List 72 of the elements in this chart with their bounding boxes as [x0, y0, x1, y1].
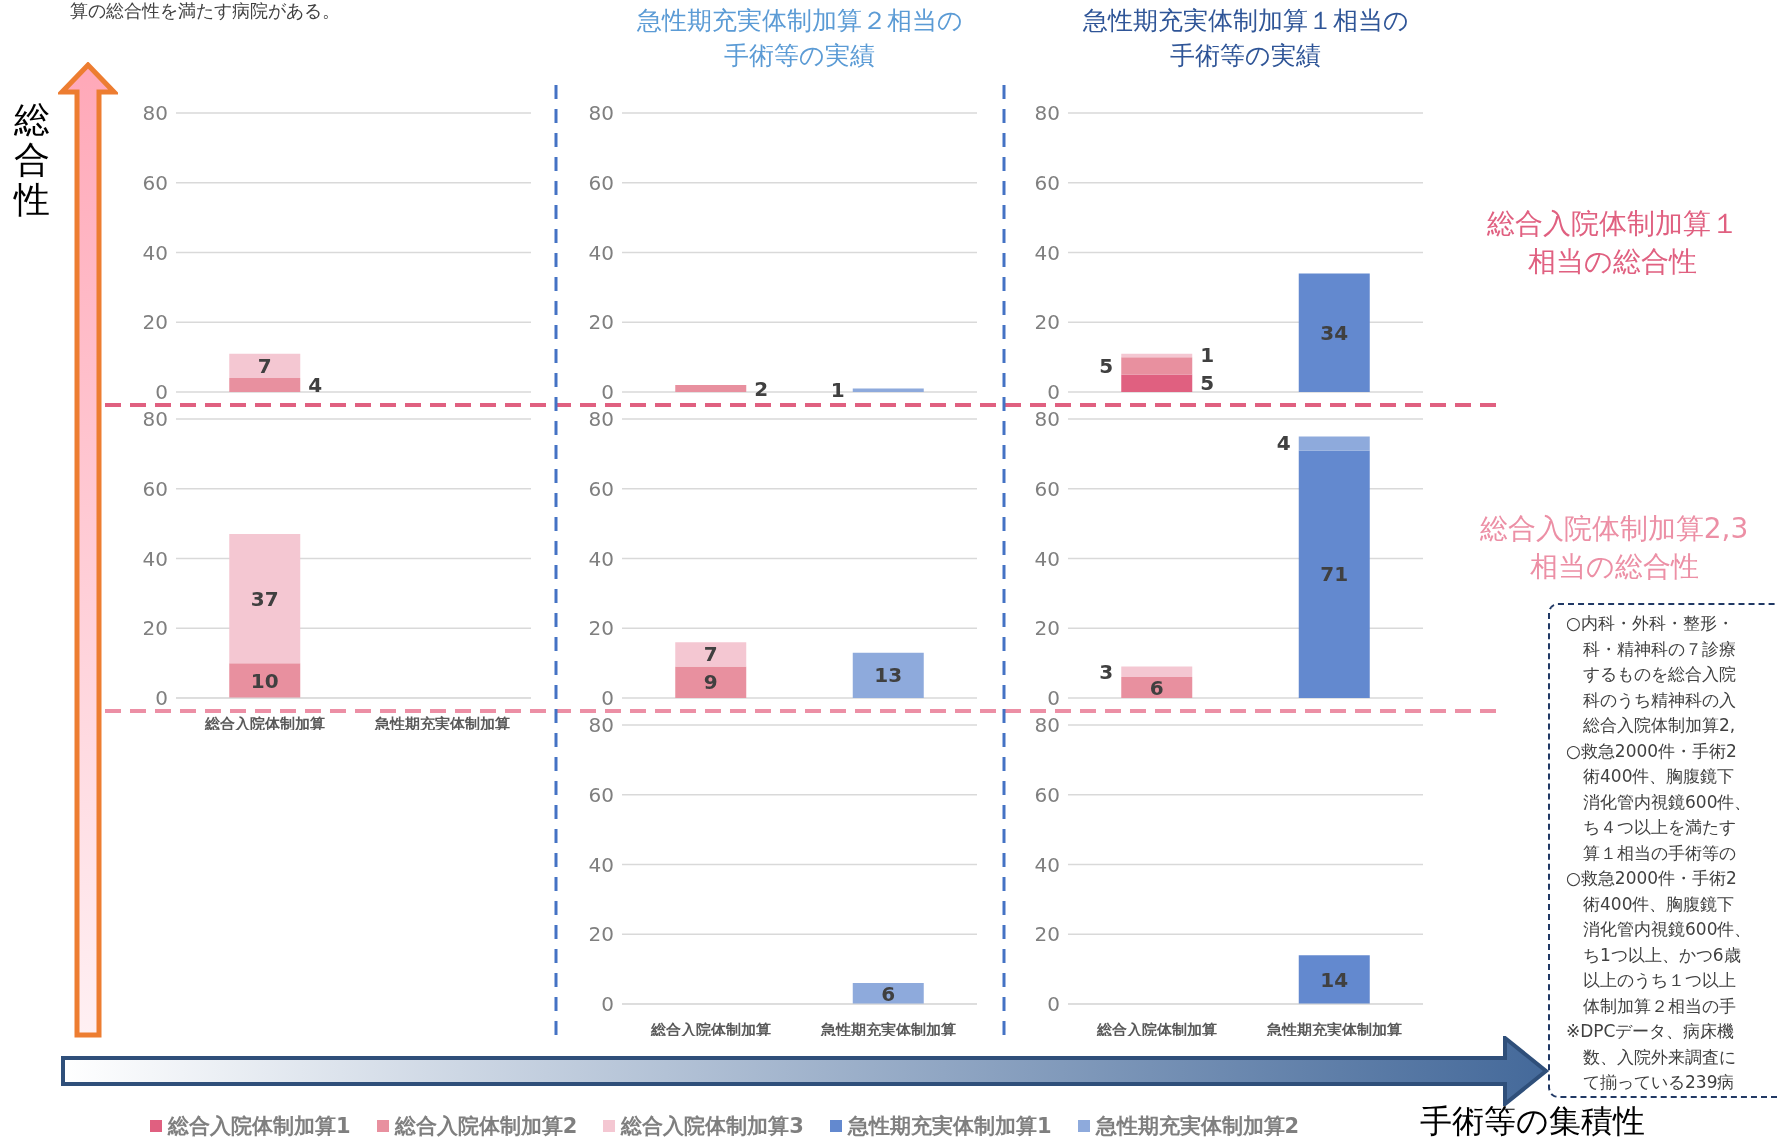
text: 手術等の集積性: [1420, 1101, 1645, 1142]
y-tick-label: 60: [1034, 782, 1060, 807]
y-tick-label: 0: [155, 380, 168, 405]
data-label: 14: [1320, 967, 1349, 992]
legend-label: 総合入院体制加算3: [621, 1113, 804, 1140]
y-tick-label: 0: [1047, 992, 1060, 1017]
legend-label: 急性期充実体制加算1: [847, 1113, 1052, 1140]
text: 総合性: [14, 99, 51, 220]
text: 総合入院体制加算2,3相当の総合性: [1478, 511, 1750, 585]
y-tick-label: 60: [588, 170, 614, 195]
y-tick-label: 60: [142, 476, 168, 501]
chart-title: 急性期充実体制加算１相当の手術等の実績: [1081, 5, 1410, 72]
data-label: 6: [881, 981, 896, 1006]
data-label: 6: [1149, 675, 1164, 700]
y-tick-label: 60: [588, 476, 614, 501]
y-tick-label: 60: [142, 170, 168, 195]
y-tick-label: 40: [588, 852, 614, 877]
data-label: 34: [1320, 320, 1349, 345]
y-tick-label: 20: [1034, 310, 1060, 335]
y-tick-label: 0: [155, 686, 168, 711]
data-label: 7: [257, 353, 272, 378]
y-tick-label: 60: [1034, 476, 1060, 501]
y-tick-label: 0: [601, 686, 614, 711]
y-tick-label: 20: [588, 922, 614, 947]
y-tick-label: 40: [1034, 240, 1060, 265]
data-label: 9: [703, 670, 718, 695]
data-label: 7: [703, 642, 718, 667]
data-label: 4: [1276, 431, 1291, 456]
legend-label: 総合入院体制加算1: [168, 1113, 351, 1140]
y-tick-label: 0: [601, 380, 614, 405]
y-tick-label: 20: [142, 616, 168, 641]
text: 総合入院体制加算１相当の総合性: [1485, 206, 1740, 280]
data-label: 10: [250, 668, 279, 693]
y-tick-label: 80: [1034, 713, 1060, 738]
y-tick-label: 80: [588, 407, 614, 432]
y-tick-label: 20: [1034, 616, 1060, 641]
data-label: 1: [1200, 343, 1215, 368]
data-label: 37: [250, 586, 279, 611]
y-tick-label: 80: [142, 407, 168, 432]
data-label: 2: [754, 376, 769, 401]
data-label: 13: [874, 663, 903, 688]
y-tick-label: 40: [142, 546, 168, 571]
y-tick-label: 80: [1034, 101, 1060, 126]
y-tick-label: 0: [1047, 380, 1060, 405]
y-tick-label: 80: [588, 713, 614, 738]
y-tick-label: 40: [588, 240, 614, 265]
y-tick-label: 20: [588, 616, 614, 641]
data-label: 71: [1320, 562, 1349, 587]
text: 算の総合性を満たす病院がある。: [70, 0, 340, 22]
data-label: 4: [308, 373, 323, 398]
data-label: 1: [830, 378, 845, 403]
y-tick-label: 0: [601, 992, 614, 1017]
chart-title: 急性期充実体制加算２相当の手術等の実績: [635, 5, 964, 72]
legend-label: 総合入院体制加算2: [394, 1113, 578, 1140]
y-tick-label: 40: [588, 546, 614, 571]
note-frame: ○内科・外科・整形・ 科・精神科の７診療 するものを総合入院 科のうち精神科の入 総合入院体制加算2, ○救急2000件・手術2 術400件、胸腹鏡下 消化管内視鏡600件、 ち４つ以上を満たす 算１相当の手術等の ○救急2000件・手術2 術400件、胸腹鏡下 消化管内視鏡600件、 ち1つ以上、かつ6歳 以上のうち１つ以上 体制加算２相当の手 ※DPCデータ、病床機 数、入院外来調査に て揃っている239病: [1548, 603, 1777, 1098]
y-tick-label: 80: [1034, 407, 1060, 432]
y-tick-label: 60: [1034, 170, 1060, 195]
y-tick-label: 80: [142, 101, 168, 126]
data-label: 5: [1099, 353, 1114, 378]
y-tick-label: 40: [1034, 546, 1060, 571]
y-tick-label: 60: [588, 782, 614, 807]
y-tick-label: 20: [142, 310, 168, 335]
y-tick-label: 80: [588, 101, 614, 126]
y-tick-label: 40: [1034, 852, 1060, 877]
y-tick-label: 0: [1047, 686, 1060, 711]
y-tick-label: 40: [142, 240, 168, 265]
data-label: 5: [1200, 371, 1215, 396]
y-tick-label: 20: [588, 310, 614, 335]
legend-label: 急性期充実体制加算2: [1095, 1113, 1300, 1140]
data-label: 3: [1099, 659, 1114, 684]
y-tick-label: 20: [1034, 922, 1060, 947]
